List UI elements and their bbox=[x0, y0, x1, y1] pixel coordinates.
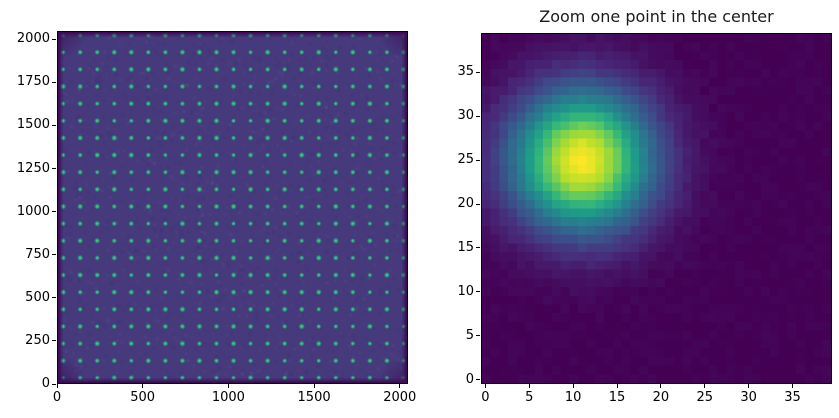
x-tick-label-left-0: 0 bbox=[52, 390, 62, 405]
x-tick-mark-right-7 bbox=[792, 384, 793, 388]
x-tick-mark-left-3 bbox=[313, 384, 315, 388]
x-tick-mark-right-3 bbox=[616, 384, 618, 388]
y-tick-mark-right-4 bbox=[476, 203, 480, 205]
y-tick-label-left-7: 1750 bbox=[16, 74, 50, 90]
y-tick-mark-right-6 bbox=[476, 115, 480, 117]
y-tick-mark-left-2 bbox=[52, 297, 56, 299]
full-image-heatmap bbox=[58, 32, 407, 383]
y-tick-label-left-4: 1000 bbox=[16, 203, 50, 219]
x-tick-label-right-5: 25 bbox=[696, 390, 714, 405]
axes-zoom-image bbox=[481, 33, 832, 384]
x-tick-label-right-1: 5 bbox=[525, 390, 534, 405]
y-tick-label-right-1: 5 bbox=[465, 327, 474, 343]
zoom-panel-title: Zoom one point in the center bbox=[539, 7, 774, 26]
zoom-heatmap bbox=[482, 34, 831, 383]
x-tick-mark-left-4 bbox=[399, 384, 401, 388]
x-tick-label-left-2: 1000 bbox=[211, 390, 245, 405]
y-tick-mark-right-5 bbox=[476, 159, 480, 161]
x-tick-label-left-4: 2000 bbox=[383, 390, 417, 405]
y-tick-label-right-5: 25 bbox=[457, 152, 474, 168]
y-tick-label-left-3: 750 bbox=[25, 246, 50, 262]
x-tick-label-right-0: 0 bbox=[481, 390, 490, 405]
x-tick-mark-left-1 bbox=[142, 384, 144, 388]
y-tick-mark-right-7 bbox=[476, 71, 480, 73]
x-tick-mark-right-1 bbox=[528, 384, 530, 388]
y-tick-label-right-2: 10 bbox=[457, 283, 474, 299]
y-tick-label-left-0: 0 bbox=[41, 376, 50, 391]
y-tick-label-left-2: 500 bbox=[25, 289, 50, 305]
x-tick-label-right-6: 30 bbox=[740, 390, 757, 405]
y-tick-mark-left-6 bbox=[52, 124, 56, 126]
y-tick-mark-left-8 bbox=[52, 38, 56, 40]
x-tick-mark-left-0 bbox=[56, 384, 58, 388]
x-tick-mark-right-2 bbox=[572, 384, 574, 388]
x-tick-label-right-3: 15 bbox=[608, 390, 626, 405]
x-tick-label-left-3: 1500 bbox=[297, 390, 331, 405]
x-tick-label-right-2: 10 bbox=[564, 390, 582, 405]
x-tick-mark-right-6 bbox=[748, 384, 750, 388]
y-tick-label-left-6: 1500 bbox=[16, 117, 50, 133]
y-tick-mark-left-0 bbox=[52, 383, 56, 385]
y-tick-label-right-4: 20 bbox=[457, 196, 474, 212]
x-tick-mark-right-0 bbox=[484, 384, 486, 388]
y-tick-label-left-8: 2000 bbox=[16, 31, 50, 47]
y-tick-mark-left-3 bbox=[52, 254, 56, 256]
x-tick-label-right-7: 35 bbox=[784, 390, 801, 405]
x-tick-mark-right-4 bbox=[660, 384, 662, 388]
y-tick-label-right-0: 0 bbox=[465, 371, 474, 387]
y-tick-label-left-5: 1250 bbox=[16, 160, 50, 176]
y-tick-label-right-3: 15 bbox=[457, 239, 474, 255]
y-tick-mark-right-2 bbox=[476, 291, 480, 293]
y-tick-mark-right-3 bbox=[476, 247, 480, 249]
y-tick-label-right-7: 35 bbox=[457, 64, 474, 80]
y-tick-mark-right-0 bbox=[476, 379, 480, 381]
y-tick-mark-left-4 bbox=[52, 211, 56, 213]
x-tick-mark-left-2 bbox=[227, 384, 229, 388]
y-tick-mark-right-1 bbox=[476, 335, 480, 337]
y-tick-label-left-1: 250 bbox=[25, 332, 50, 348]
y-tick-label-right-6: 30 bbox=[457, 108, 474, 124]
y-tick-mark-left-7 bbox=[52, 81, 56, 83]
x-tick-mark-right-5 bbox=[704, 384, 706, 388]
y-tick-mark-left-5 bbox=[52, 168, 56, 170]
axes-full-image bbox=[57, 31, 408, 384]
x-tick-label-right-4: 20 bbox=[652, 390, 670, 405]
x-tick-label-left-1: 500 bbox=[130, 390, 156, 405]
y-tick-mark-left-1 bbox=[52, 340, 56, 342]
